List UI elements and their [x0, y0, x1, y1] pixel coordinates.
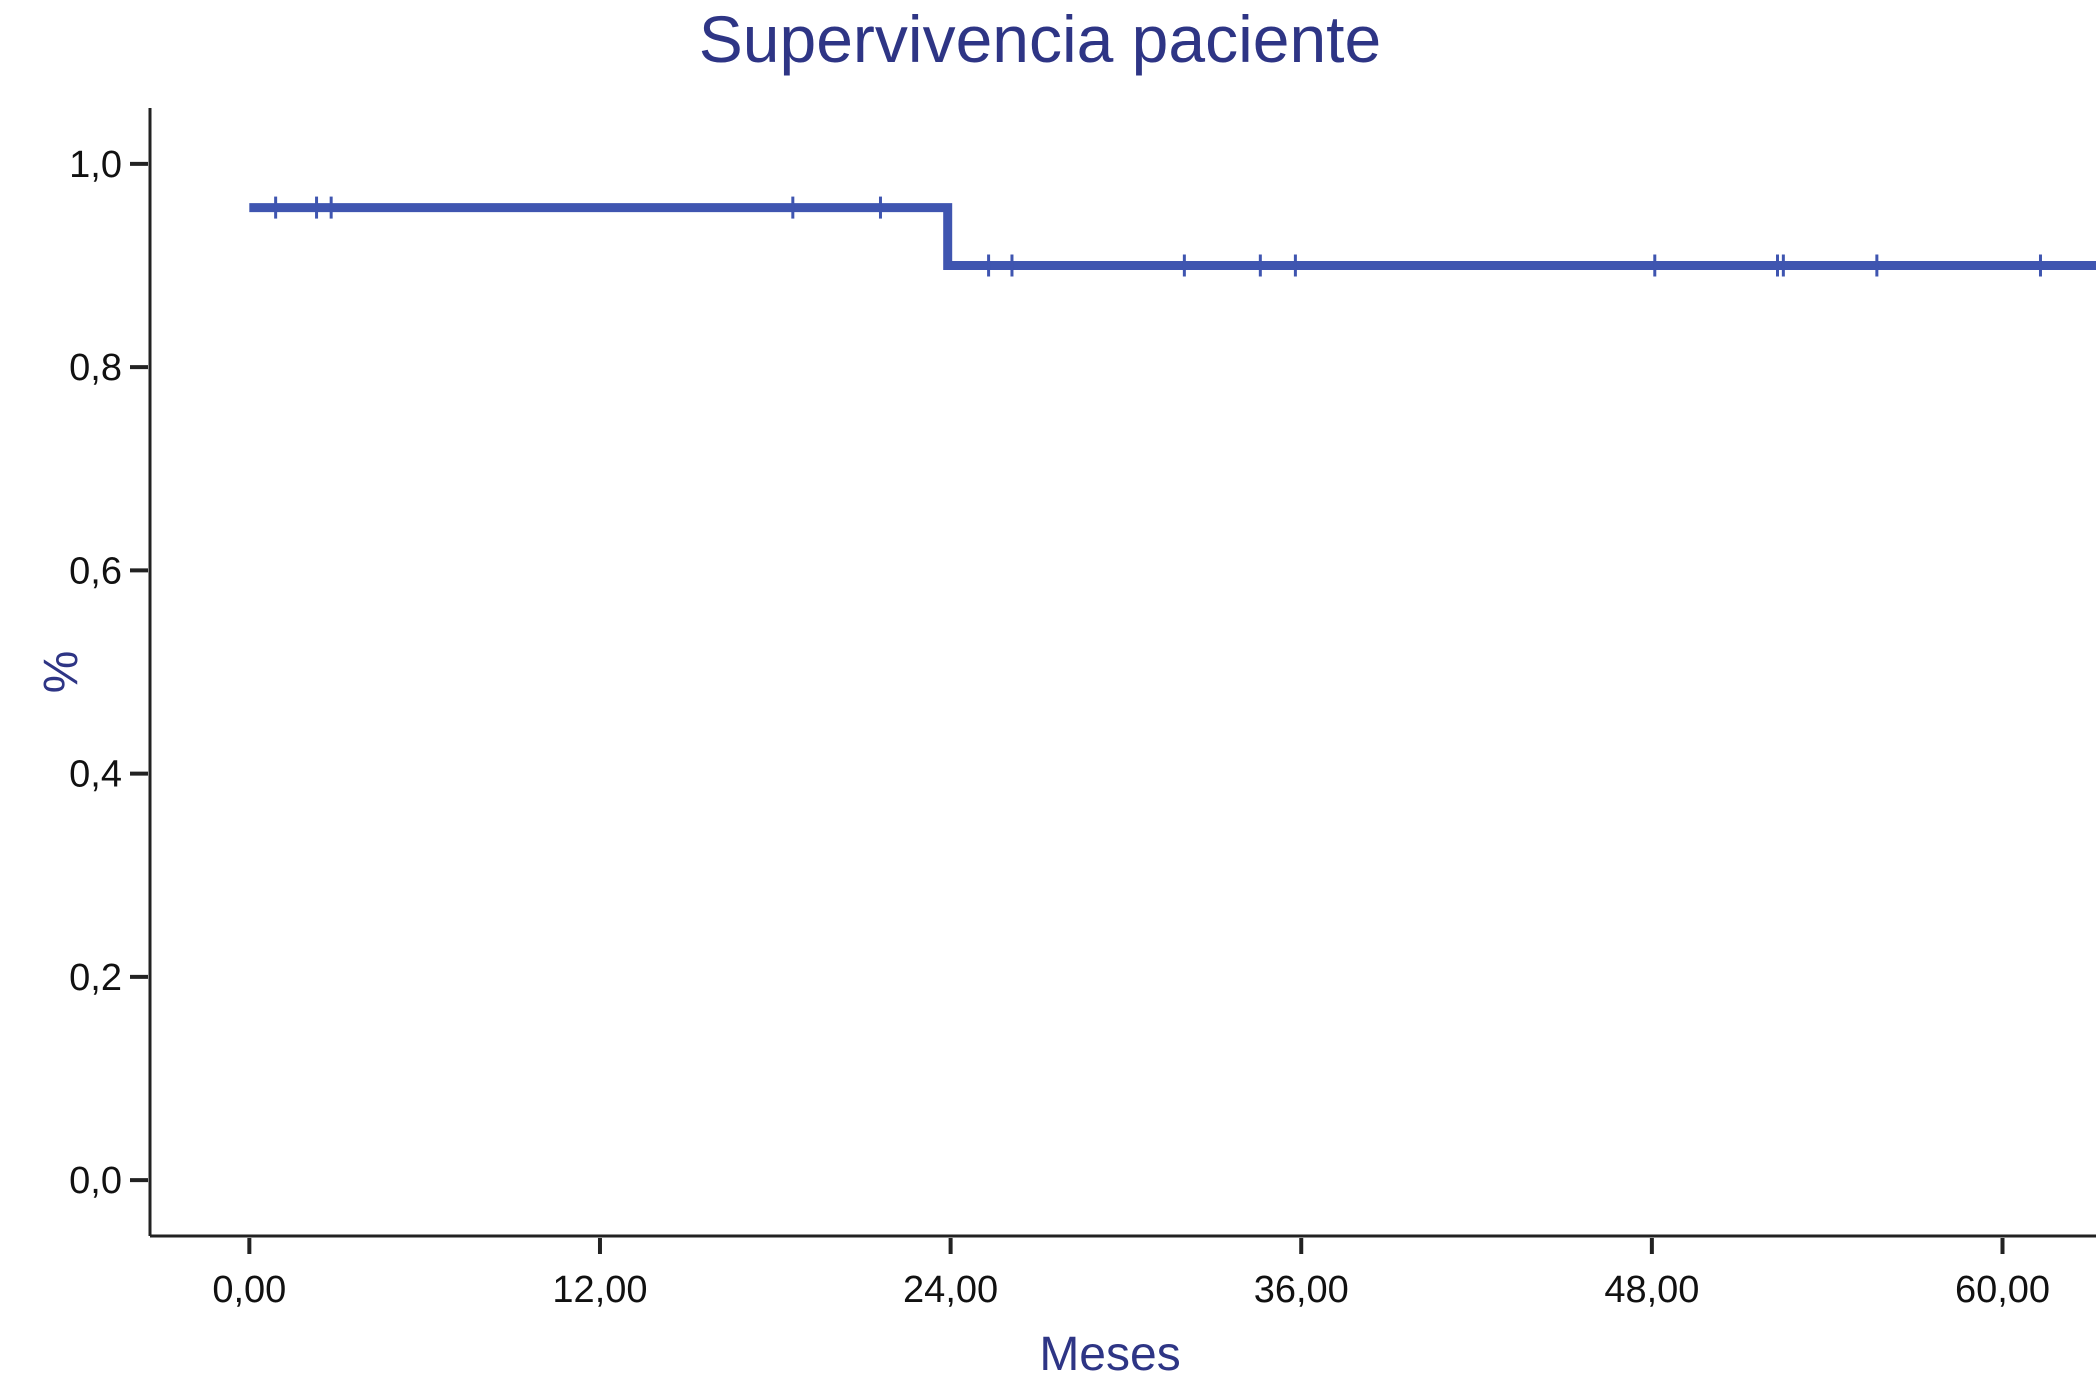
y-tick-label: 0,2: [69, 957, 122, 999]
chart-title: Supervivencia paciente: [699, 2, 1381, 76]
y-tick-label: 0,6: [69, 550, 122, 592]
x-tick-label: 60,00: [1955, 1269, 2050, 1311]
y-tick-label: 0,0: [69, 1160, 122, 1202]
y-tick-label: 1,0: [69, 144, 122, 186]
x-axis-title: Meses: [1039, 1328, 1180, 1381]
axes: [148, 108, 2096, 1238]
y-tick-label: 0,4: [69, 754, 122, 796]
ticks: 0,0 0,2 0,4 0,6 0,8 1,0 0,00 12,00 24,00 36,00 48,…: [69, 144, 2050, 1311]
survival-curve: [249, 203, 2096, 270]
x-tick-label: 0,00: [212, 1269, 286, 1311]
x-tick-label: 48,00: [1604, 1269, 1699, 1311]
x-tick-label: 12,00: [552, 1269, 647, 1311]
y-axis-title: %: [33, 651, 86, 694]
y-tick-label: 0,8: [69, 347, 122, 389]
x-tick-label: 24,00: [903, 1269, 998, 1311]
x-tick-label: 36,00: [1254, 1269, 1349, 1311]
series-layer: [249, 196, 2096, 277]
